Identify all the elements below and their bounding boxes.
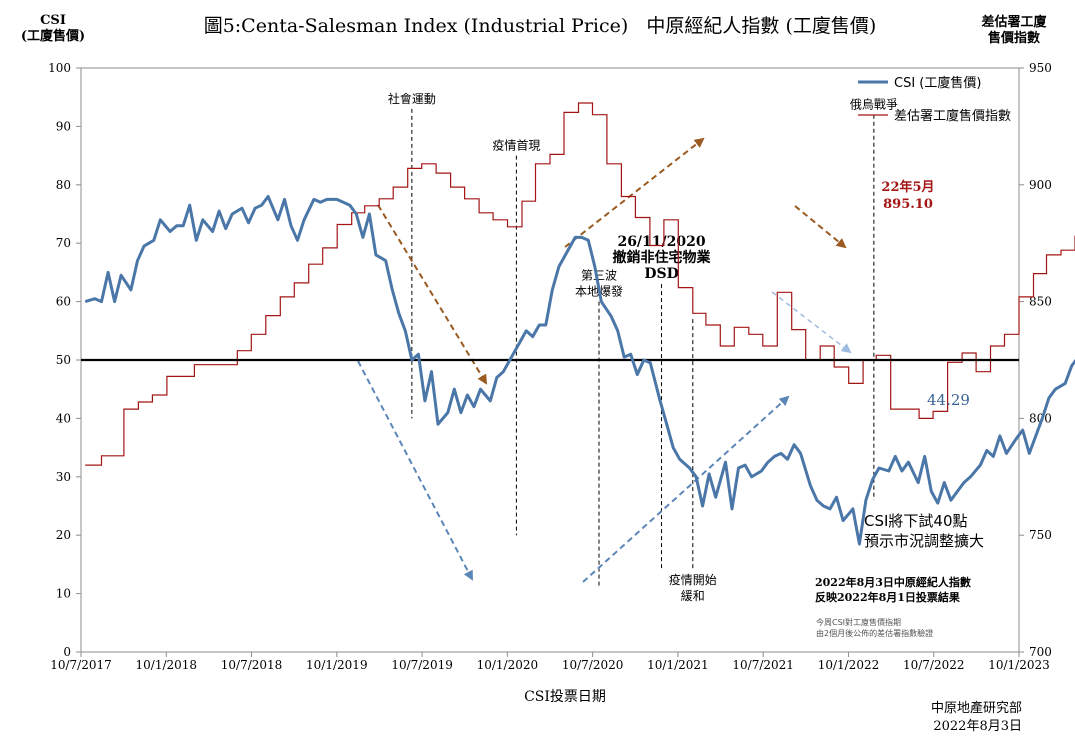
x-tick-label: 10/1/2020 [477, 658, 539, 672]
left-tick-label: 90 [56, 119, 71, 133]
lag-note-line1: 今周CSI對工廈售價指期 [816, 617, 901, 627]
right-tick-label: 700 [1029, 645, 1052, 659]
rvd-latest-label-line2: 895.10 [883, 197, 933, 212]
event-label-3: 撤銷非住宅物業 [613, 249, 712, 266]
csi-latest-label: 44.29 [927, 391, 970, 409]
event-label-1: 疫情首現 [492, 138, 540, 153]
left-tick-label: 30 [56, 470, 71, 484]
right-axis-title-line2: 售價指數 [988, 30, 1040, 46]
x-tick-label: 10/1/2023 [988, 658, 1050, 672]
event-lines: 社會運動疫情首現第三波本地爆發26/11/2020撤銷非住宅物業DSD疫情開始緩… [388, 91, 898, 603]
rvd-latest-label-line1: 22年5月 [881, 179, 934, 195]
right-axis: 700 750 800 850 900 950 [1019, 61, 1052, 659]
right-tick-label: 750 [1029, 528, 1052, 542]
left-tick-label: 80 [56, 178, 71, 192]
x-tick-label: 10/1/2021 [647, 658, 709, 672]
vote-note-line1: 2022年8月3日中原經紀人指數 [815, 575, 971, 589]
x-tick-label: 10/7/2020 [562, 658, 624, 672]
event-label-3: DSD [644, 266, 678, 282]
left-axis: 0 10 20 30 40 50 60 70 80 90 100 [48, 61, 81, 659]
x-tick-label: 10/7/2017 [50, 658, 112, 672]
x-axis-label: CSI投票日期 [524, 689, 606, 705]
x-axis: 10/7/2017 10/1/2018 10/7/2018 10/1/2019 10/7… [50, 652, 1050, 672]
left-tick-label: 20 [56, 528, 71, 542]
vote-note-line2: 反映2022年8月1日投票結果 [815, 590, 960, 604]
x-tick-label: 10/1/2022 [818, 658, 880, 672]
source-line2: 2022年8月3日 [933, 719, 1022, 734]
x-tick-label: 10/1/2018 [136, 658, 198, 672]
series-rvd-line [85, 102, 1075, 466]
event-label-4: 緩和 [681, 589, 705, 603]
left-tick-label: 70 [56, 236, 71, 250]
right-tick-label: 900 [1029, 178, 1052, 192]
x-tick-label: 10/7/2022 [903, 658, 965, 672]
event-label-5: 俄烏戰爭 [850, 98, 898, 112]
x-tick-label: 10/1/2019 [306, 658, 368, 672]
trend-arrow-up-brown [564, 137, 705, 248]
left-tick-label: 40 [56, 411, 71, 425]
left-tick-label: 50 [56, 353, 71, 367]
legend-label-csi: CSI (工廈售價) [894, 75, 981, 91]
event-label-0: 社會運動 [388, 91, 436, 106]
event-label-2: 第三波 [581, 269, 617, 283]
forecast-line1: CSI將下試40點 [864, 512, 968, 530]
legend: CSI (工廈售價) 差估署工廈售價指數 [858, 75, 1011, 124]
x-tick-label: 10/7/2019 [391, 658, 453, 672]
trend-arrow-up-blue [582, 395, 790, 583]
right-tick-label: 950 [1029, 61, 1052, 75]
event-label-4: 疫情開始 [669, 572, 717, 587]
trend-arrow-down-blue [357, 360, 473, 581]
source-line1: 中原地產研究部 [931, 700, 1022, 716]
left-tick-label: 60 [56, 295, 71, 309]
trend-arrow-down-brown-1 [377, 204, 488, 385]
x-tick-label: 10/7/2018 [221, 658, 283, 672]
x-tick-label: 10/7/2021 [732, 658, 794, 672]
right-tick-label: 850 [1029, 295, 1052, 309]
left-tick-label: 10 [56, 587, 71, 601]
right-tick-label: 800 [1029, 411, 1052, 425]
right-axis-title-line1: 差估署工廈 [981, 14, 1047, 30]
lag-note-line2: 由2個月後公佈的差估署指數驗證 [816, 628, 933, 638]
legend-label-rvd: 差估署工廈售價指數 [894, 108, 1011, 124]
left-axis-title-line2: (工廈售價) [21, 28, 85, 44]
event-label-3: 26/11/2020 [617, 234, 705, 250]
series-csi-line [84, 195, 1075, 546]
trend-arrows [357, 137, 852, 583]
trend-arrow-down-blue-light [771, 291, 852, 354]
chart-title: 圖5:Centa-Salesman Index (Industrial Pric… [204, 15, 877, 37]
trend-arrow-down-brown-2 [794, 205, 847, 249]
left-tick-label: 100 [48, 61, 71, 75]
forecast-line2: 預示市況調整擴大 [864, 532, 984, 550]
left-axis-title-line1: CSI [40, 13, 66, 28]
left-tick-label: 0 [63, 645, 71, 659]
